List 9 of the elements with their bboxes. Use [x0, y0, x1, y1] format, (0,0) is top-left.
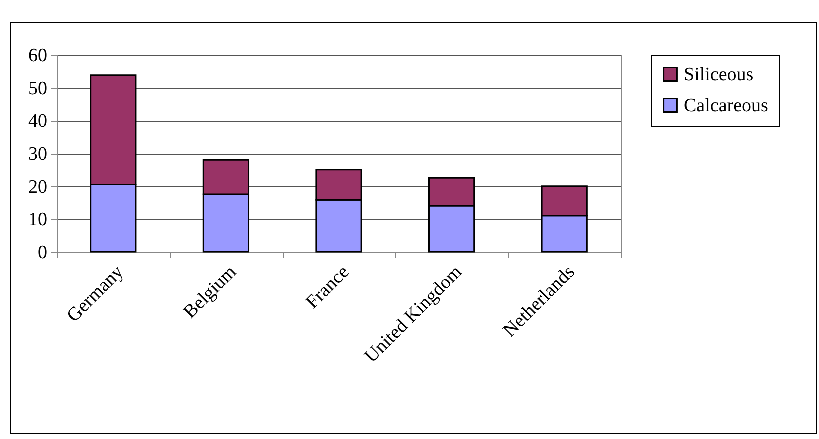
y-tick-label: 50	[28, 78, 48, 100]
y-tick-label: 10	[28, 210, 48, 231]
legend-label: Siliceous	[684, 64, 754, 86]
y-tick-label: 30	[28, 144, 48, 165]
y-tick-label: 0	[38, 242, 48, 264]
y-tick-label: 60	[28, 46, 48, 66]
y-tick-label: 20	[28, 176, 48, 198]
y-tick-label: 40	[28, 111, 48, 132]
legend-label: Calcareous	[684, 96, 768, 116]
